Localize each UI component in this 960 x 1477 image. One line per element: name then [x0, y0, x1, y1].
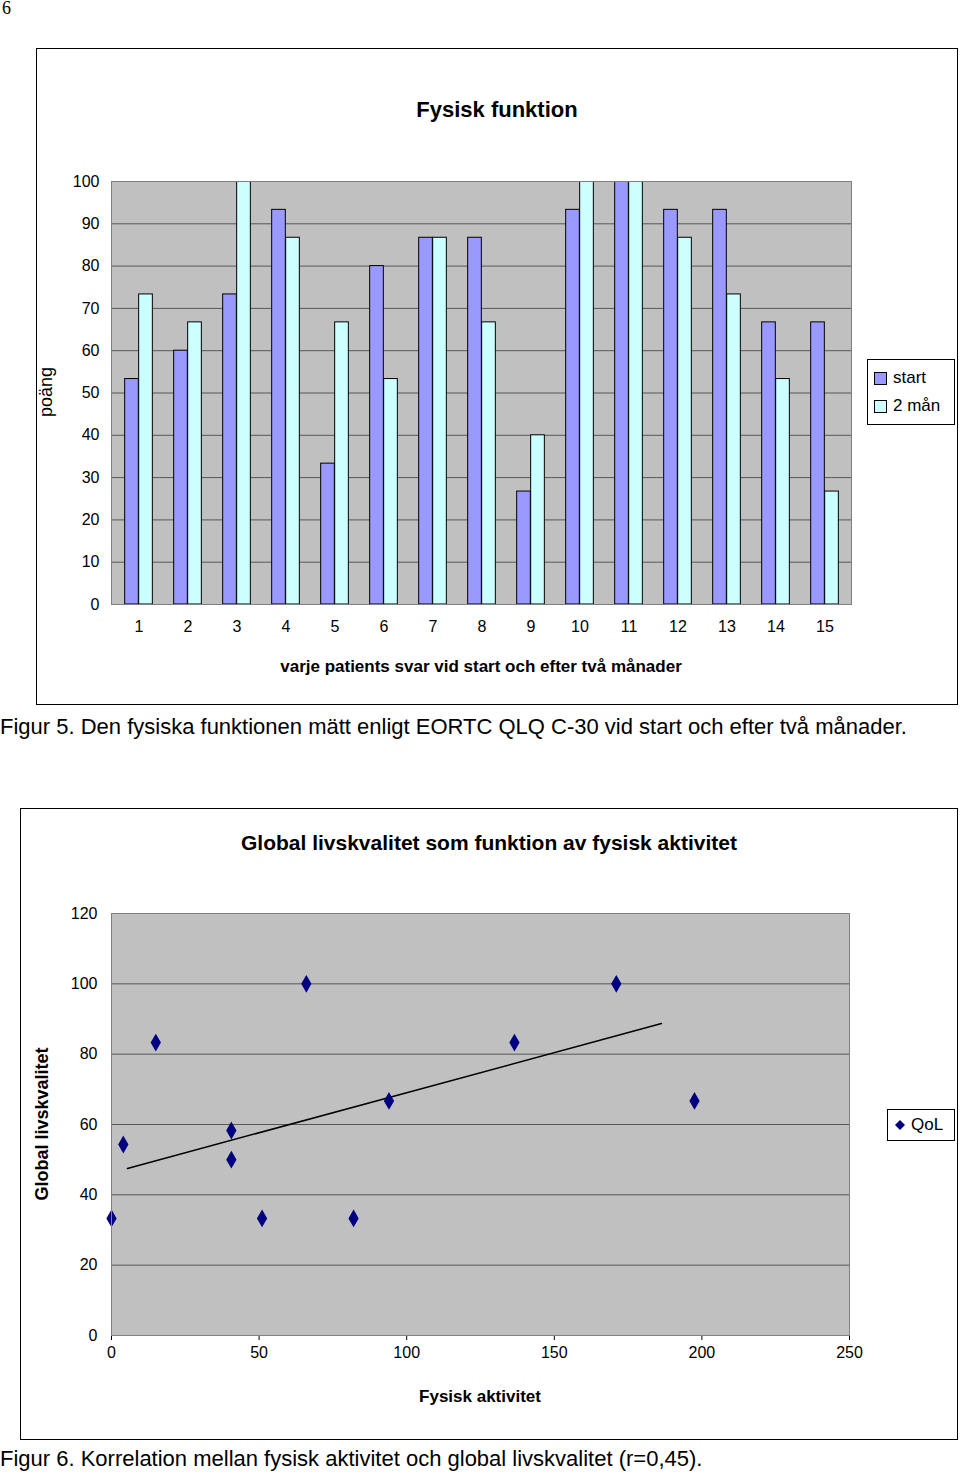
svg-text:5: 5	[331, 618, 340, 635]
html-text:QoL: QoL	[911, 1115, 944, 1134]
html-text:poäng: poäng	[36, 367, 56, 417]
svg-text:200: 200	[689, 1344, 716, 1361]
svg-text:80: 80	[80, 1045, 98, 1062]
svg-text:12: 12	[669, 618, 687, 635]
svg-text:15: 15	[816, 618, 834, 635]
html-text:Global livskvalitet som funkti: Global livskvalitet som funktion av fysi…	[241, 831, 737, 854]
html-text:Figur 5. Den fysiska funktione: Figur 5. Den fysiska funktionen mätt enl…	[0, 714, 907, 739]
svg-text:0: 0	[107, 1344, 116, 1361]
svg-text:7: 7	[429, 618, 438, 635]
svg-text:0: 0	[91, 596, 100, 613]
svg-text:2: 2	[184, 618, 193, 635]
svg-text:40: 40	[80, 1186, 98, 1203]
svg-text:1: 1	[135, 618, 144, 635]
svg-text:13: 13	[718, 618, 736, 635]
html-text:Global livskvalitet: Global livskvalitet	[32, 1047, 52, 1201]
svg-text:3: 3	[233, 618, 242, 635]
svg-text:120: 120	[71, 905, 98, 922]
html-text:2 mån: 2 mån	[893, 396, 941, 415]
svg-text:10: 10	[82, 553, 100, 570]
svg-text:10: 10	[571, 618, 589, 635]
svg-text:9: 9	[527, 618, 536, 635]
svg-text:4: 4	[282, 618, 291, 635]
svg-text:150: 150	[541, 1344, 568, 1361]
svg-text:50: 50	[82, 384, 100, 401]
svg-text:6: 6	[380, 618, 389, 635]
svg-text:70: 70	[82, 300, 100, 317]
svg-text:100: 100	[71, 975, 98, 992]
svg-text:60: 60	[80, 1116, 98, 1133]
svg-text:0: 0	[89, 1327, 98, 1344]
html-text:Fysisk funktion: Fysisk funktion	[416, 97, 578, 122]
html-text:varje patients svar vid start: varje patients svar vid start och efter …	[280, 657, 682, 676]
html-text:Fysisk aktivitet: Fysisk aktivitet	[419, 1387, 541, 1406]
svg-text:50: 50	[250, 1344, 268, 1361]
svg-text:60: 60	[82, 342, 100, 359]
svg-text:250: 250	[836, 1344, 863, 1361]
html-text:start: start	[893, 368, 927, 387]
svg-text:40: 40	[82, 426, 100, 443]
svg-text:90: 90	[82, 215, 100, 232]
svg-text:100: 100	[393, 1344, 420, 1361]
svg-text:11: 11	[621, 618, 638, 635]
svg-text:80: 80	[82, 257, 100, 274]
svg-text:20: 20	[80, 1256, 98, 1273]
svg-text:8: 8	[478, 618, 487, 635]
svg-text:100: 100	[73, 173, 100, 190]
svg-text:30: 30	[82, 469, 100, 486]
html-text:Figur 6. Korrelation mellan fy: Figur 6. Korrelation mellan fysisk aktiv…	[0, 1446, 703, 1471]
svg-text:14: 14	[767, 618, 785, 635]
svg-text:20: 20	[82, 511, 100, 528]
